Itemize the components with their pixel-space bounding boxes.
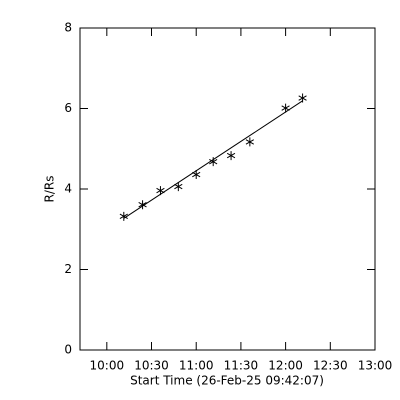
data-point bbox=[281, 103, 290, 113]
x-tick-label: 10:30 bbox=[134, 359, 169, 373]
x-tick-label: 12:30 bbox=[313, 359, 348, 373]
data-point bbox=[245, 137, 254, 147]
x-tick-label: 13:00 bbox=[358, 359, 393, 373]
y-tick-label: 0 bbox=[64, 343, 72, 357]
y-tick-label: 8 bbox=[64, 21, 72, 35]
plot-frame bbox=[79, 27, 376, 351]
data-point bbox=[119, 211, 128, 221]
x-tick-label: 12:00 bbox=[268, 359, 303, 373]
data-point bbox=[209, 157, 218, 167]
fit-line bbox=[123, 100, 303, 219]
y-tick-label: 2 bbox=[64, 262, 72, 276]
data-point bbox=[138, 200, 147, 210]
y-tick-label: 6 bbox=[64, 101, 72, 115]
x-tick-label: 11:00 bbox=[179, 359, 214, 373]
y-tick-label: 4 bbox=[64, 182, 72, 196]
x-tick-label: 11:30 bbox=[224, 359, 259, 373]
data-point bbox=[174, 182, 183, 192]
x-tick-label: 10:00 bbox=[90, 359, 125, 373]
data-point bbox=[226, 151, 236, 161]
y-axis-label: R/Rs bbox=[43, 176, 57, 203]
x-axis-label: Start Time (26-Feb-25 09:42:07) bbox=[130, 374, 324, 388]
